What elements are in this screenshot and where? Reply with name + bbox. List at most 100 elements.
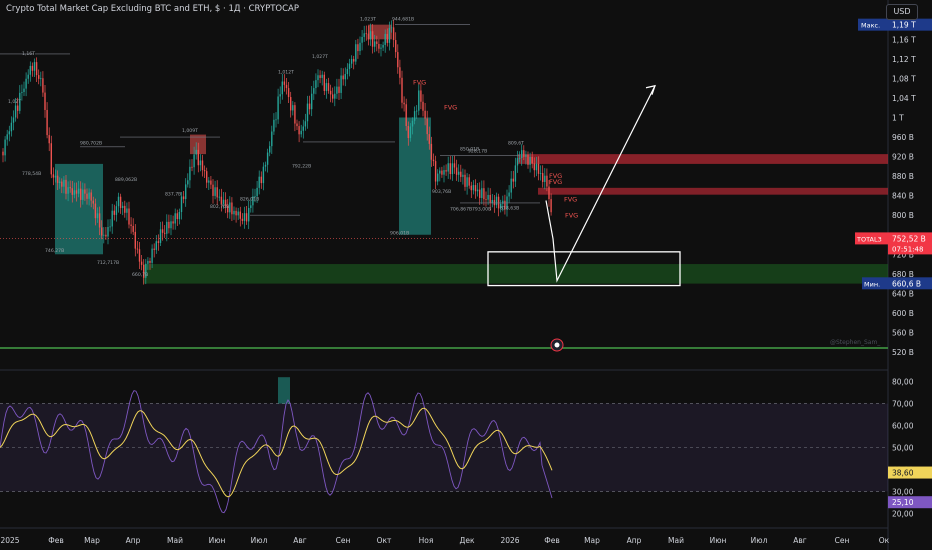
order-block-bull xyxy=(399,117,431,235)
candle-body xyxy=(472,185,475,191)
candle-body xyxy=(336,86,338,94)
candle-body xyxy=(197,149,199,166)
candle-body xyxy=(33,62,36,71)
currency-button[interactable]: USD xyxy=(886,4,918,20)
candle-body xyxy=(323,74,325,91)
candle-body xyxy=(195,149,197,155)
candle-body xyxy=(29,65,31,75)
candle-body xyxy=(86,193,88,199)
candle-body xyxy=(164,232,166,234)
candle-body xyxy=(151,248,153,263)
candle-body xyxy=(92,200,94,204)
candle-body xyxy=(266,152,269,165)
candle-body xyxy=(84,189,86,194)
candle-body xyxy=(132,225,134,232)
candle-body xyxy=(539,173,542,174)
candle-body xyxy=(216,187,218,198)
candle-body xyxy=(407,125,409,139)
candle-body xyxy=(514,165,517,182)
candle-body xyxy=(210,180,212,185)
candle-body xyxy=(441,170,443,175)
candle-body xyxy=(124,205,126,213)
target-box xyxy=(487,251,681,287)
time-axis-label: Апр xyxy=(627,536,642,545)
candle-body xyxy=(497,196,500,209)
candle-body xyxy=(69,187,71,189)
candle-body xyxy=(212,184,214,196)
candle-body xyxy=(430,143,433,160)
candle-body xyxy=(483,188,485,200)
candle-body xyxy=(367,33,370,40)
fvg-label: FVG xyxy=(549,172,562,180)
price-axis-label: 880 B xyxy=(892,172,914,181)
candle-body xyxy=(185,184,187,200)
candle-body xyxy=(243,213,246,221)
candle-body xyxy=(353,59,355,62)
price-axis-label: 1,16 T xyxy=(892,35,916,44)
candle-body xyxy=(504,200,506,210)
candle-body xyxy=(145,263,147,278)
candle-body xyxy=(306,103,309,122)
fvg-zone-lower xyxy=(538,187,888,195)
candle-body xyxy=(411,120,414,127)
candle-body xyxy=(248,207,250,222)
candle-body xyxy=(292,105,294,111)
candle-body xyxy=(294,105,296,124)
candle-body xyxy=(155,241,157,250)
candle-body xyxy=(300,130,302,135)
candle-body xyxy=(413,111,416,121)
price-axis-label: 960 B xyxy=(892,133,914,142)
candle-body xyxy=(508,192,510,197)
candle-body xyxy=(525,154,527,157)
time-axis-label: Июн xyxy=(209,536,226,545)
candle-body xyxy=(187,180,189,185)
time-axis-label: Сен xyxy=(835,536,850,545)
candle-body xyxy=(466,177,468,187)
min-label-value: 660,6 B xyxy=(892,279,921,288)
candle-body xyxy=(334,93,336,99)
min-label-text: Мин. xyxy=(864,280,880,288)
candle-body xyxy=(222,199,225,204)
price-axis-label: 680 B xyxy=(892,270,914,279)
time-axis-label: Мар xyxy=(84,536,100,545)
candle-body xyxy=(119,196,122,209)
candle-body xyxy=(380,47,382,49)
candle-body xyxy=(71,188,73,195)
time-axis-label: Фев xyxy=(48,536,64,545)
candle-body xyxy=(455,167,458,175)
candle-body xyxy=(264,164,267,167)
candle-body xyxy=(359,42,361,52)
swing-label: 850,01B xyxy=(460,147,479,153)
candle-body xyxy=(250,205,252,208)
candle-body xyxy=(59,181,61,183)
fvg-label: FVG xyxy=(444,104,457,112)
candle-body xyxy=(416,110,418,112)
candle-body xyxy=(149,260,151,263)
candle-body xyxy=(111,210,113,227)
candle-body xyxy=(325,83,328,91)
price-axis-label: 1 T xyxy=(892,113,904,122)
candle-body xyxy=(500,203,502,209)
candle-body xyxy=(527,154,529,165)
candle-body xyxy=(143,264,145,278)
swing-label: 903,76B xyxy=(432,189,451,195)
time-axis-label: Фев xyxy=(544,536,560,545)
candle-body xyxy=(319,75,321,78)
candle-body xyxy=(315,80,317,89)
candle-body xyxy=(311,93,313,110)
candle-body xyxy=(308,103,311,110)
price-axis-label: 560 B xyxy=(892,328,914,337)
candle-body xyxy=(105,234,107,237)
time-axis-label: Авг xyxy=(793,536,807,545)
candle-body xyxy=(521,150,523,158)
candle-body xyxy=(493,200,496,206)
candle-body xyxy=(321,74,323,78)
candle-body xyxy=(19,92,21,111)
rsi-ma-value-bg xyxy=(888,466,932,479)
swing-label: 826,01B xyxy=(240,197,259,203)
candle-body xyxy=(277,96,279,120)
candle-body xyxy=(256,187,258,197)
candle-body xyxy=(252,196,254,206)
candle-body xyxy=(235,210,237,216)
